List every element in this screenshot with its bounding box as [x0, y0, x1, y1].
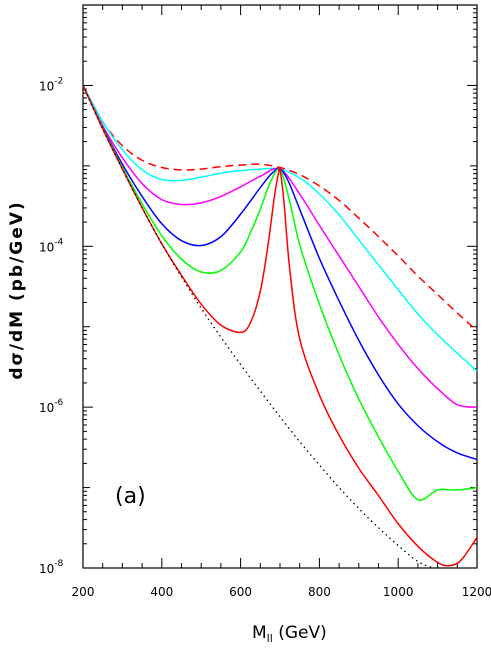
y-tick-labels: 10-2 10-4 10-6 10-8	[39, 76, 64, 576]
y-tick-label: 10-2	[39, 76, 63, 93]
series-curves	[82, 85, 478, 569]
series-line-3	[82, 85, 478, 408]
panel-annotation: (a)	[115, 484, 146, 509]
y-tick-label: 10-4	[39, 237, 64, 254]
axis-ticks	[82, 4, 478, 569]
x-tick-label: 1200	[462, 585, 491, 599]
x-tick-label: 600	[229, 585, 252, 599]
x-tick-label: 1000	[383, 585, 414, 599]
series-line-4	[82, 85, 478, 461]
x-tick-labels: 200 400 600 800 1000 1200	[72, 585, 491, 599]
y-tick-label: 10-6	[39, 398, 64, 415]
x-tick-label: 400	[150, 585, 173, 599]
x-tick-label: 200	[72, 585, 95, 599]
series-line-5	[82, 85, 478, 501]
series-line-2	[82, 85, 478, 372]
series-line-7	[82, 85, 434, 569]
x-axis-label: Mll (GeV)	[252, 623, 327, 645]
y-tick-label: 10-8	[39, 559, 64, 576]
x-tick-label: 800	[308, 585, 331, 599]
series-line-1	[82, 85, 478, 332]
series-line-6	[82, 85, 478, 567]
y-axis-label: dσ/dM (pb/GeV)	[7, 200, 27, 379]
